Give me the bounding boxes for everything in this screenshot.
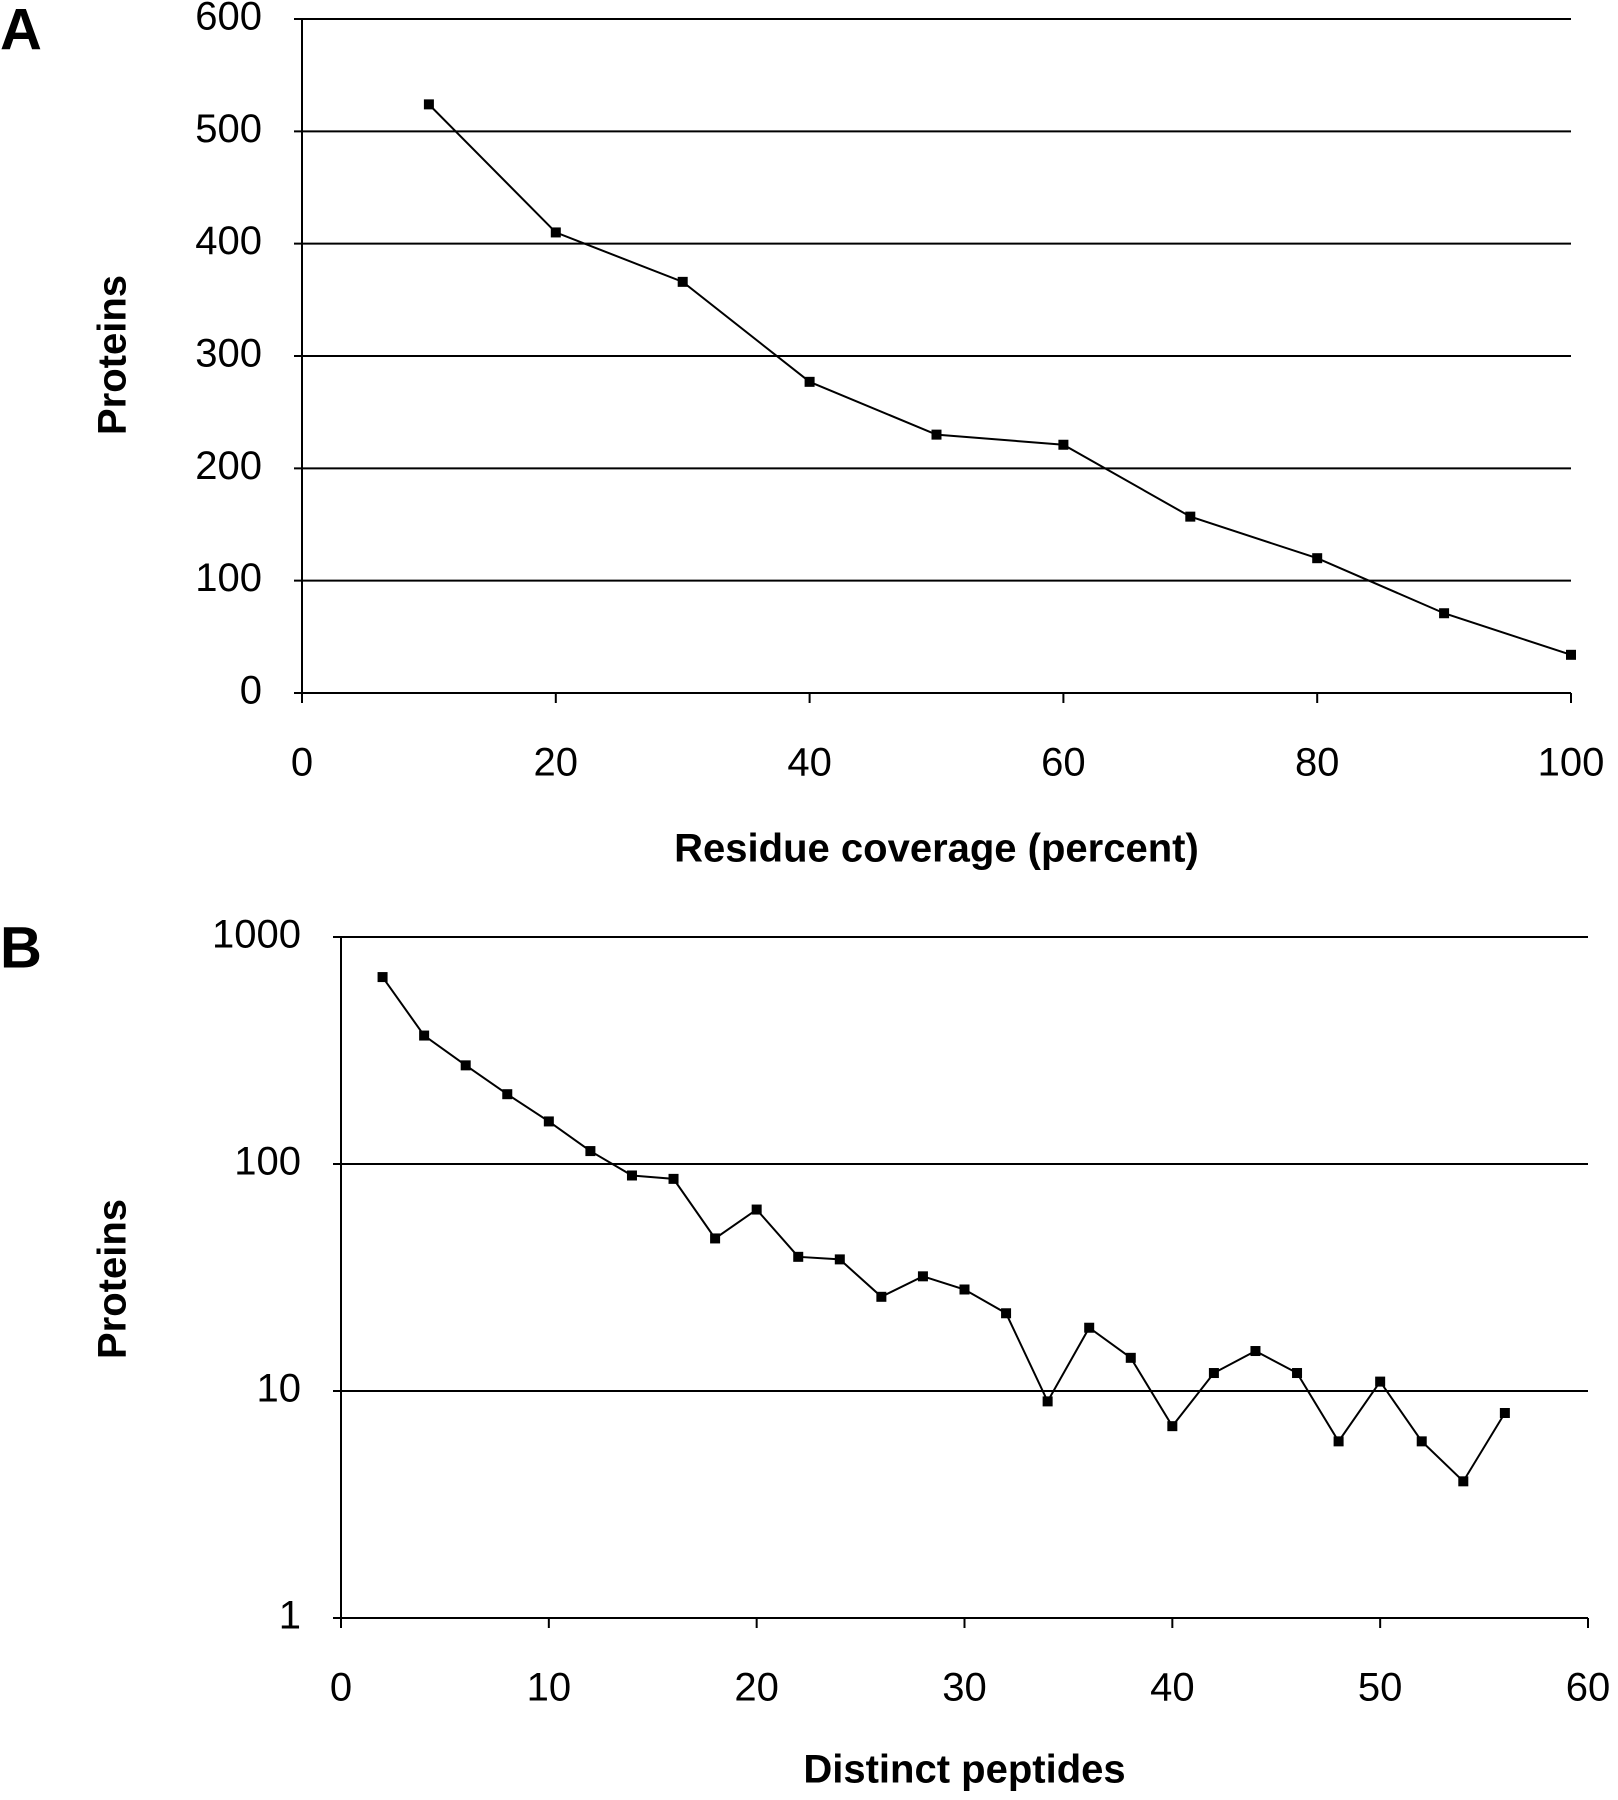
marker	[626, 1170, 637, 1181]
y-tick-label: 100	[234, 1140, 301, 1184]
marker	[423, 99, 434, 110]
marker	[1250, 1346, 1261, 1357]
marker	[460, 1060, 471, 1071]
marker	[1416, 1436, 1427, 1447]
x-tick-label: 30	[942, 1666, 987, 1710]
marker	[550, 227, 561, 238]
x-axis-label: Distinct peptides	[803, 1748, 1125, 1792]
marker	[917, 1271, 928, 1282]
x-tick-label: 0	[291, 741, 313, 785]
data-line	[428, 103, 1572, 656]
x-tick-label: 40	[787, 741, 832, 785]
marker	[1292, 1368, 1303, 1379]
marker	[751, 1204, 762, 1215]
panel-label: B	[0, 915, 42, 980]
marker	[1439, 608, 1450, 619]
x-tick-label: 0	[330, 1666, 352, 1710]
y-axis-label: Proteins	[91, 1199, 135, 1359]
x-tick-label: 50	[1358, 1666, 1403, 1710]
x-tick-label: 100	[1538, 741, 1605, 785]
marker	[1208, 1368, 1219, 1379]
x-tick-label: 10	[527, 1666, 572, 1710]
marker	[1375, 1376, 1386, 1387]
marker	[585, 1146, 596, 1157]
marker	[1125, 1352, 1136, 1363]
marker	[419, 1030, 430, 1041]
marker	[804, 376, 815, 387]
y-tick-label: 1000	[212, 913, 301, 957]
marker	[876, 1291, 887, 1302]
y-tick-label: 0	[240, 669, 262, 713]
y-tick-label: 600	[195, 0, 262, 39]
marker	[1001, 1308, 1012, 1319]
x-tick-label: 20	[734, 1666, 779, 1710]
marker	[793, 1251, 804, 1262]
marker	[1084, 1322, 1095, 1333]
y-axis-label: Proteins	[91, 275, 135, 435]
y-tick-label: 10	[257, 1367, 302, 1411]
marker	[1058, 439, 1069, 450]
y-tick-label: 400	[195, 219, 262, 263]
y-tick-label: 300	[195, 332, 262, 376]
marker	[1499, 1407, 1510, 1418]
marker	[1566, 649, 1576, 660]
y-tick-label: 200	[195, 444, 262, 488]
panel-label: A	[0, 0, 42, 62]
marker	[710, 1233, 721, 1244]
data-line	[381, 976, 1506, 1483]
marker	[959, 1284, 970, 1295]
marker	[377, 972, 388, 983]
marker	[1167, 1421, 1178, 1432]
y-tick-label: 500	[195, 107, 262, 151]
marker	[1333, 1436, 1344, 1447]
x-tick-label: 80	[1295, 741, 1340, 785]
x-tick-label: 60	[1041, 741, 1086, 785]
marker	[1042, 1396, 1053, 1407]
y-tick-label: 100	[195, 556, 262, 600]
marker	[834, 1254, 845, 1265]
marker	[543, 1116, 554, 1127]
marker	[677, 276, 688, 287]
marker	[502, 1089, 513, 1100]
x-tick-label: 20	[534, 741, 579, 785]
x-tick-label: 40	[1150, 1666, 1195, 1710]
y-tick-label: 1	[279, 1594, 301, 1638]
marker	[1185, 511, 1196, 522]
marker	[1312, 553, 1323, 564]
x-axis-label: Residue coverage (percent)	[674, 827, 1199, 871]
marker	[1458, 1476, 1469, 1487]
marker	[668, 1173, 679, 1184]
marker	[931, 429, 942, 440]
x-tick-label: 60	[1566, 1666, 1611, 1710]
